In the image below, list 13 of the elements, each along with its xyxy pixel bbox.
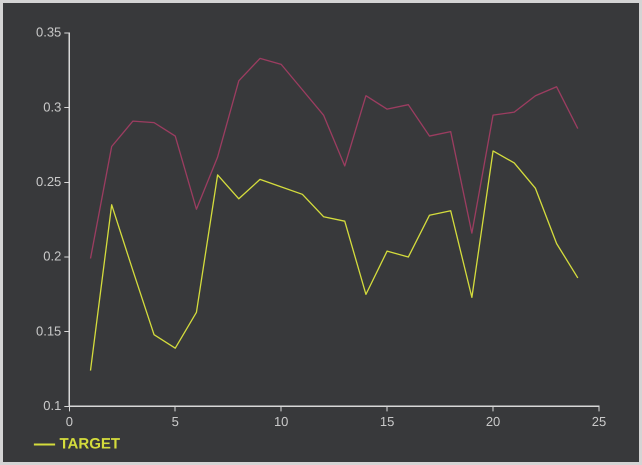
- x-tick-label: 5: [172, 414, 179, 429]
- y-tick-label: 0.35: [36, 24, 62, 40]
- x-tick-label: 0: [66, 414, 73, 429]
- y-tick-label: 0.25: [36, 174, 62, 189]
- x-tick-label: 15: [380, 414, 394, 429]
- y-tick-label: 0.1: [43, 398, 62, 413]
- legend-label: TARGET: [60, 436, 120, 453]
- x-tick-label: 10: [274, 414, 288, 429]
- x-tick-label: 20: [486, 414, 500, 429]
- y-tick-label: 0.2: [43, 248, 62, 264]
- y-tick-label: 0.3: [43, 99, 62, 114]
- x-tick-label: 25: [592, 414, 606, 429]
- y-tick-label: 0.15: [36, 323, 62, 338]
